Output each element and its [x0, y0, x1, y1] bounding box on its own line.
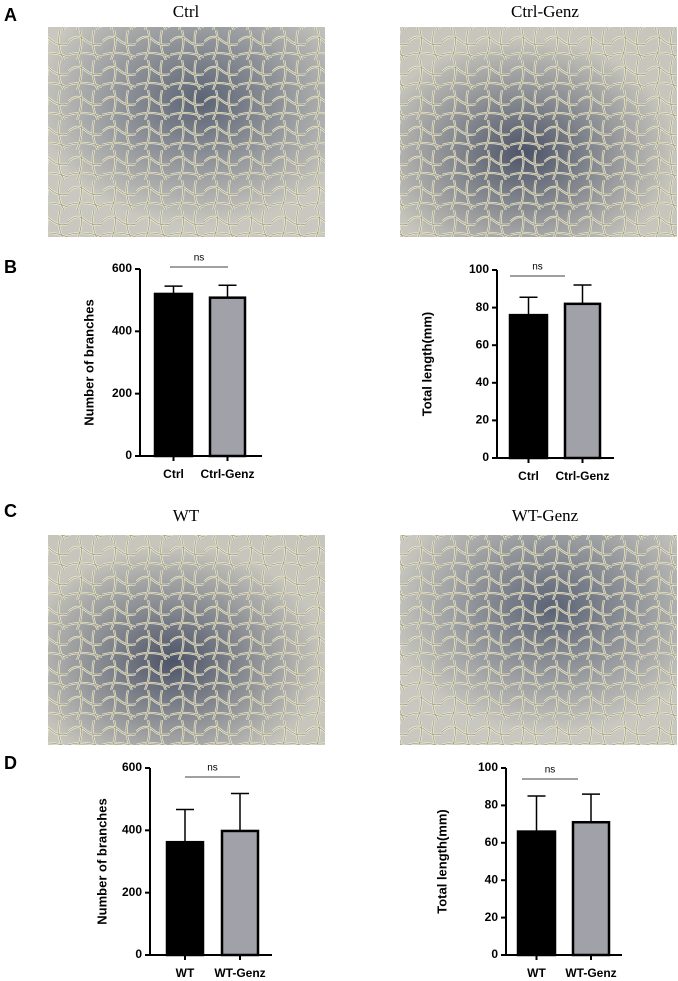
y-tick-label: 60 [485, 835, 499, 849]
x-tick-label: WT [176, 966, 195, 980]
x-tick-label: Ctrl-Genz [556, 469, 610, 483]
y-axis-label: Number of branches [94, 798, 109, 924]
y-tick-label: 40 [485, 872, 499, 886]
panel-label: A [4, 5, 17, 25]
y-tick-label: 200 [112, 386, 132, 400]
bar [153, 292, 194, 458]
micrograph [48, 27, 325, 237]
bar [165, 840, 205, 957]
y-tick-label: 80 [485, 798, 499, 812]
x-tick-label: Ctrl [163, 467, 184, 481]
micrograph [400, 27, 677, 237]
annotation: ns [207, 763, 218, 774]
y-tick-label: 80 [476, 300, 490, 314]
y-tick-label: 20 [476, 413, 490, 427]
panel-label: B [4, 257, 17, 277]
y-axis-label: Total length(mm) [419, 312, 434, 416]
y-tick-label: 40 [476, 375, 490, 389]
bar [516, 830, 557, 957]
image-title: WT [173, 506, 200, 525]
panel-label: C [4, 501, 17, 521]
micrograph [48, 535, 325, 745]
y-tick-label: 0 [125, 448, 132, 462]
y-axis-label: Total length(mm) [434, 809, 449, 913]
bar [220, 829, 260, 957]
image-title: WT-Genz [512, 506, 579, 525]
annotation: ns [532, 262, 543, 273]
bar [563, 302, 602, 460]
y-tick-label: 600 [112, 261, 132, 275]
x-tick-label: WT [527, 966, 546, 980]
image-title: Ctrl-Genz [511, 2, 579, 21]
y-tick-label: 60 [476, 337, 490, 351]
x-tick-label: Ctrl [518, 469, 539, 483]
y-tick-label: 100 [469, 262, 489, 276]
micrograph [400, 535, 677, 745]
y-tick-label: 0 [482, 450, 489, 464]
annotation: ns [545, 765, 556, 776]
bar [508, 313, 549, 460]
x-tick-label: Ctrl-Genz [201, 467, 255, 481]
y-tick-label: 400 [122, 823, 142, 837]
bar [571, 820, 611, 957]
x-tick-label: WT-Genz [565, 966, 616, 980]
y-tick-label: 200 [122, 885, 142, 899]
y-tick-label: 400 [112, 324, 132, 338]
y-axis-label: Number of branches [81, 299, 96, 425]
y-tick-label: 100 [478, 760, 498, 774]
y-tick-label: 0 [491, 947, 498, 961]
bar [208, 296, 247, 458]
y-tick-label: 0 [135, 947, 142, 961]
annotation: ns [194, 253, 205, 264]
panel-label: D [4, 753, 17, 773]
y-tick-label: 20 [485, 910, 499, 924]
x-tick-label: WT-Genz [214, 966, 265, 980]
image-title: Ctrl [173, 2, 200, 21]
y-tick-label: 600 [122, 760, 142, 774]
